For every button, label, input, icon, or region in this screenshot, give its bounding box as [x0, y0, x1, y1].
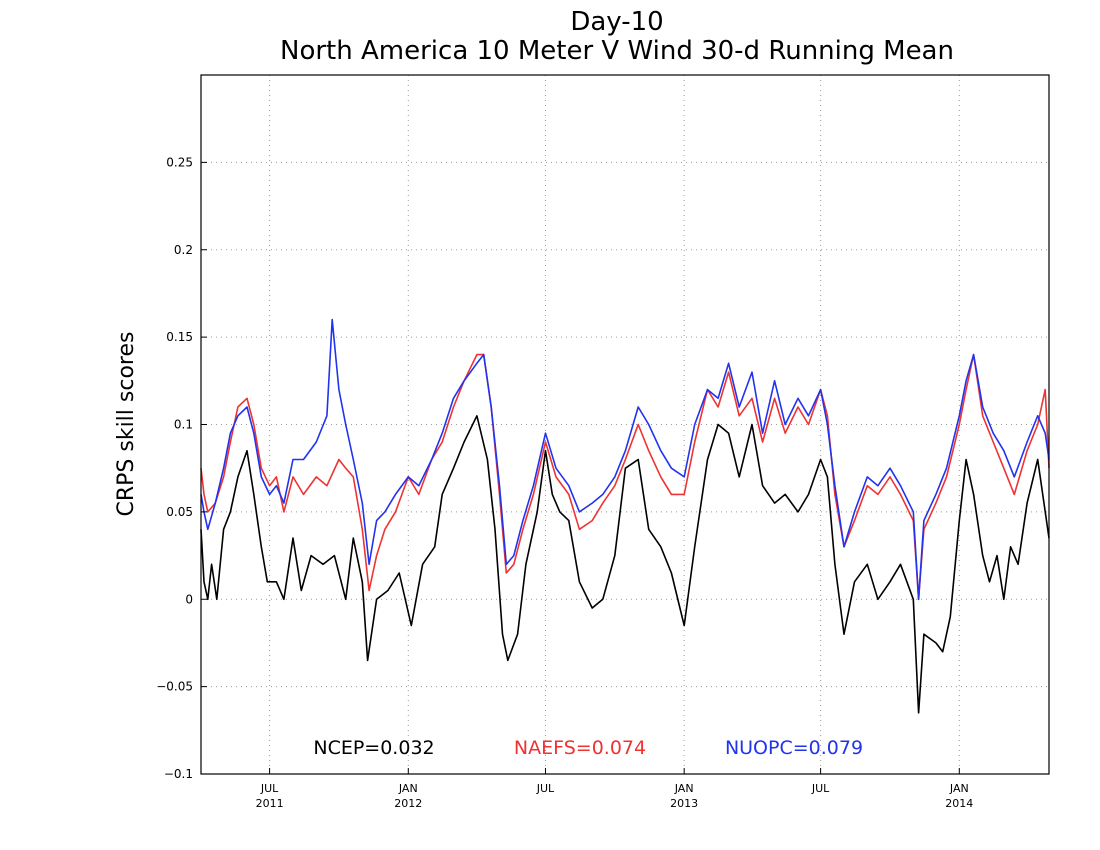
x-tick-label-year: 2014 [945, 797, 973, 810]
score-label-ncep: NCEP=0.032 [313, 737, 434, 759]
y-tick-label: −0.05 [156, 680, 193, 694]
plot-frame [200, 74, 1050, 775]
y-tick-label: 0.2 [174, 243, 193, 257]
y-tick-label: 0.1 [174, 418, 193, 432]
tick-label-layer: −0.1 −0.05 0 0.05 0.1 0.15 0.2 0.25 JUL 2011 JAN 20… [156, 155, 973, 810]
series-layer [200, 318, 1050, 714]
chart-subtitle: North America 10 Meter V Wind 30-d Runni… [280, 36, 954, 66]
y-tick-label: 0.25 [166, 155, 193, 169]
axis-layer [200, 74, 1050, 775]
x-tick-label-month: JAN [674, 782, 694, 795]
y-tick-label: 0 [185, 592, 193, 606]
x-tick-label-month: JUL [260, 782, 279, 795]
score-label-naefs: NAEFS=0.074 [514, 737, 646, 759]
x-tick-label-year: 2011 [256, 797, 284, 810]
x-tick-label-month: JAN [398, 782, 418, 795]
y-tick-label: −0.1 [164, 767, 193, 781]
x-tick-label-year: 2012 [394, 797, 422, 810]
x-tick-label-year: 2013 [670, 797, 698, 810]
series-line-nuopc [200, 318, 1050, 601]
y-tick-label: 0.15 [166, 330, 193, 344]
score-label-nuopc: NUOPC=0.079 [725, 737, 863, 759]
chart-title: Day-10 [570, 7, 663, 37]
score-label-layer: NCEP=0.032 NAEFS=0.074 NUOPC=0.079 [313, 737, 863, 759]
x-tick-label-month: JUL [811, 782, 830, 795]
y-tick-label: 0.05 [166, 505, 193, 519]
y-axis-label: CRPS skill scores [114, 332, 139, 517]
x-tick-label-month: JAN [949, 782, 969, 795]
x-tick-label-month: JUL [536, 782, 555, 795]
series-line-ncep [200, 415, 1050, 714]
